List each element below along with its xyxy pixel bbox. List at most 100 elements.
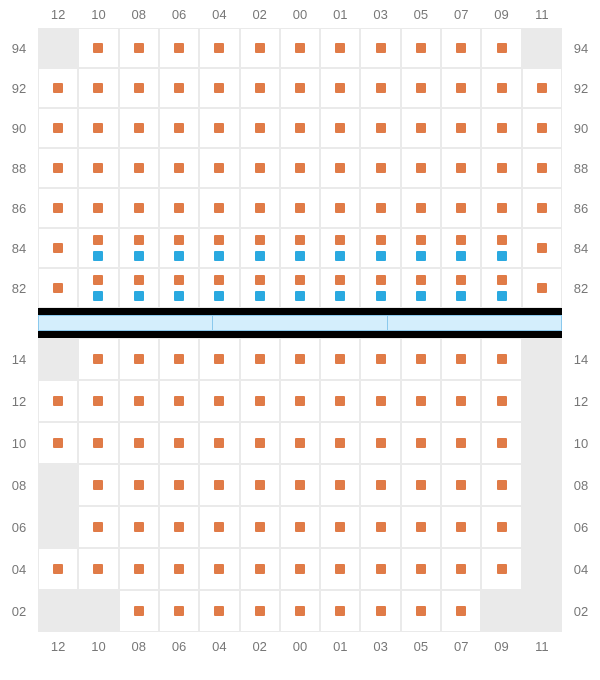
seat-cell[interactable] (199, 148, 239, 188)
seat-cell[interactable] (119, 506, 159, 548)
seat-cell[interactable] (522, 108, 562, 148)
seat-cell[interactable] (360, 188, 400, 228)
seat-cell[interactable] (119, 188, 159, 228)
seat-cell[interactable] (159, 338, 199, 380)
seat-cell[interactable] (320, 380, 360, 422)
seat-cell[interactable] (401, 268, 441, 308)
seat-cell[interactable] (240, 338, 280, 380)
seat-cell[interactable] (401, 148, 441, 188)
seat-cell[interactable] (481, 188, 521, 228)
seat-cell[interactable] (159, 548, 199, 590)
seat-cell[interactable] (159, 380, 199, 422)
seat-cell[interactable] (199, 228, 239, 268)
seat-cell[interactable] (119, 28, 159, 68)
seat-cell[interactable] (401, 68, 441, 108)
seat-cell[interactable] (320, 148, 360, 188)
seat-cell[interactable] (119, 548, 159, 590)
seat-cell[interactable] (240, 28, 280, 68)
seat-cell[interactable] (441, 338, 481, 380)
seat-cell[interactable] (320, 464, 360, 506)
seat-cell[interactable] (78, 422, 118, 464)
seat-cell[interactable] (280, 68, 320, 108)
seat-cell[interactable] (320, 228, 360, 268)
seat-cell[interactable] (78, 28, 118, 68)
seat-cell[interactable] (199, 590, 239, 632)
seat-cell[interactable] (280, 590, 320, 632)
seat-cell[interactable] (119, 268, 159, 308)
seat-cell[interactable] (78, 548, 118, 590)
seat-cell[interactable] (159, 188, 199, 228)
seat-cell[interactable] (441, 188, 481, 228)
seat-cell[interactable] (240, 188, 280, 228)
seat-cell[interactable] (280, 148, 320, 188)
seat-cell[interactable] (78, 108, 118, 148)
seat-cell[interactable] (280, 228, 320, 268)
seat-cell[interactable] (159, 268, 199, 308)
seat-cell[interactable] (199, 268, 239, 308)
seat-cell[interactable] (38, 188, 78, 228)
seat-cell[interactable] (522, 268, 562, 308)
seat-cell[interactable] (360, 590, 400, 632)
seat-cell[interactable] (401, 422, 441, 464)
seat-cell[interactable] (360, 548, 400, 590)
seat-cell[interactable] (119, 380, 159, 422)
seat-cell[interactable] (320, 590, 360, 632)
seat-cell[interactable] (119, 108, 159, 148)
seat-cell[interactable] (159, 506, 199, 548)
seat-cell[interactable] (441, 268, 481, 308)
seat-cell[interactable] (320, 548, 360, 590)
seat-cell[interactable] (320, 506, 360, 548)
seat-cell[interactable] (360, 380, 400, 422)
seat-cell[interactable] (78, 506, 118, 548)
seat-cell[interactable] (199, 380, 239, 422)
seat-cell[interactable] (441, 28, 481, 68)
seat-cell[interactable] (159, 68, 199, 108)
seat-cell[interactable] (360, 464, 400, 506)
seat-cell[interactable] (199, 422, 239, 464)
seat-cell[interactable] (78, 188, 118, 228)
seat-cell[interactable] (360, 108, 400, 148)
seat-cell[interactable] (280, 464, 320, 506)
seat-cell[interactable] (240, 548, 280, 590)
seat-cell[interactable] (38, 108, 78, 148)
seat-cell[interactable] (481, 148, 521, 188)
seat-cell[interactable] (240, 422, 280, 464)
seat-cell[interactable] (240, 228, 280, 268)
seat-cell[interactable] (401, 228, 441, 268)
seat-cell[interactable] (360, 148, 400, 188)
seat-cell[interactable] (240, 148, 280, 188)
seat-cell[interactable] (78, 68, 118, 108)
seat-cell[interactable] (522, 228, 562, 268)
seat-cell[interactable] (441, 506, 481, 548)
seat-cell[interactable] (522, 148, 562, 188)
seat-cell[interactable] (78, 228, 118, 268)
seat-cell[interactable] (360, 68, 400, 108)
seat-cell[interactable] (119, 422, 159, 464)
seat-cell[interactable] (320, 268, 360, 308)
seat-cell[interactable] (320, 68, 360, 108)
seat-cell[interactable] (240, 464, 280, 506)
seat-cell[interactable] (441, 108, 481, 148)
seat-cell[interactable] (240, 108, 280, 148)
seat-cell[interactable] (401, 28, 441, 68)
seat-cell[interactable] (280, 506, 320, 548)
seat-cell[interactable] (360, 338, 400, 380)
seat-cell[interactable] (360, 228, 400, 268)
seat-cell[interactable] (320, 108, 360, 148)
seat-cell[interactable] (119, 148, 159, 188)
seat-cell[interactable] (481, 422, 521, 464)
seat-cell[interactable] (240, 380, 280, 422)
seat-cell[interactable] (78, 464, 118, 506)
seat-cell[interactable] (119, 590, 159, 632)
seat-cell[interactable] (441, 68, 481, 108)
seat-cell[interactable] (401, 338, 441, 380)
seat-cell[interactable] (38, 268, 78, 308)
seat-cell[interactable] (240, 506, 280, 548)
seat-cell[interactable] (199, 28, 239, 68)
seat-cell[interactable] (441, 148, 481, 188)
seat-cell[interactable] (481, 108, 521, 148)
seat-cell[interactable] (441, 228, 481, 268)
seat-cell[interactable] (441, 380, 481, 422)
seat-cell[interactable] (481, 506, 521, 548)
seat-cell[interactable] (401, 548, 441, 590)
